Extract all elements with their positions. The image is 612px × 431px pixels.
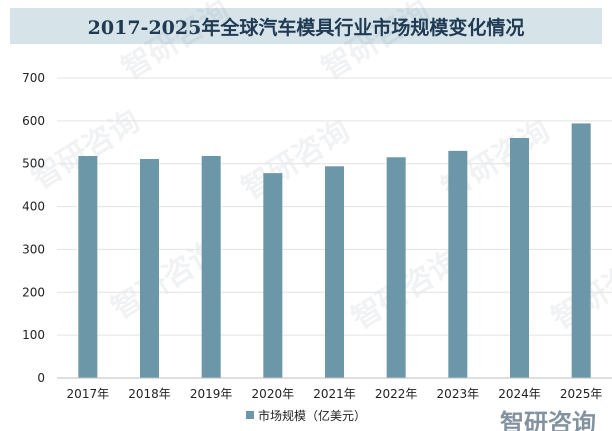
- y-tick-label-7: 700: [22, 71, 45, 85]
- x-tick-label-2: 2019年: [190, 387, 233, 401]
- bar-2018年: [140, 159, 159, 378]
- x-tick-label-5: 2022年: [375, 387, 418, 401]
- bar-2023年: [448, 150, 468, 378]
- y-tick-label-5: 500: [22, 157, 45, 171]
- bars: [78, 123, 591, 378]
- watermark-1: 智研咨询: [316, 0, 436, 87]
- x-tick-label-7: 2024年: [498, 387, 541, 401]
- y-tick-label-2: 200: [22, 285, 45, 299]
- watermark-0: 智研咨询: [116, 0, 236, 87]
- bar-2017年: [78, 156, 98, 378]
- x-tick-label-4: 2021年: [313, 387, 356, 401]
- y-tick-label-6: 600: [22, 114, 45, 128]
- bar-2025年: [571, 123, 591, 378]
- chart-title: 2017-2025年全球汽车模具行业市场规模变化情况: [87, 16, 525, 39]
- x-axis-ticks: 2017年 2018年 2019年 2020年 2021年 2022年 2023年 2024年…: [67, 387, 603, 401]
- legend-label: 市场规模（亿美元）: [258, 408, 366, 423]
- bar-2020年: [263, 173, 283, 378]
- bar-2021年: [325, 166, 344, 378]
- legend: 市场规模（亿美元）: [246, 408, 366, 423]
- y-tick-label-3: 300: [22, 242, 45, 256]
- watermark-6: 智研咨询: [346, 244, 466, 337]
- chart-title-bar: 2017-2025年全球汽车模具行业市场规模变化情况: [10, 8, 602, 44]
- bar-2022年: [386, 157, 406, 378]
- x-tick-label-6: 2023年: [437, 387, 480, 401]
- y-axis-ticks: 0 100 200 300 400 500 600 700: [22, 71, 45, 385]
- watermark-footer: 智研咨询: [500, 409, 596, 431]
- legend-swatch: [246, 411, 254, 419]
- y-tick-label-4: 400: [22, 200, 45, 214]
- bar-2024年: [510, 138, 529, 378]
- x-tick-label-0: 2017年: [67, 387, 110, 401]
- y-tick-label-0: 0: [37, 371, 45, 385]
- y-tick-label-1: 100: [22, 328, 45, 342]
- x-tick-label-3: 2020年: [252, 387, 295, 401]
- bar-2019年: [201, 156, 221, 378]
- x-tick-label-1: 2018年: [128, 387, 171, 401]
- x-tick-label-8: 2025年: [560, 387, 603, 401]
